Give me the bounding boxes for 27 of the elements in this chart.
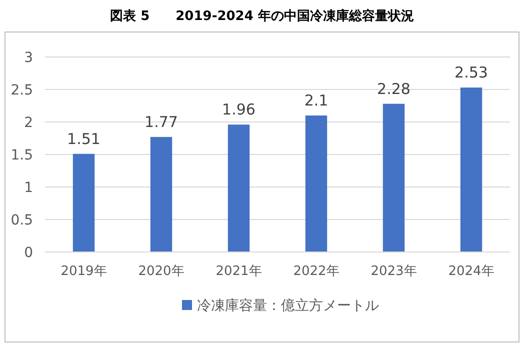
- data-label: 1.77: [144, 112, 178, 131]
- bar: [460, 88, 482, 252]
- y-tick-label: 0: [24, 245, 33, 261]
- bar: [150, 136, 172, 252]
- bar: [228, 124, 250, 252]
- y-tick-label: 2.5: [10, 82, 33, 98]
- chart-title: 図表 5 2019-2024 年の中国冷凍庫総容量状況: [110, 8, 414, 24]
- x-tick-label: 2024年: [448, 264, 494, 279]
- x-tick-label: 2023年: [370, 264, 417, 279]
- x-tick-label: 2022年: [293, 264, 340, 279]
- y-tick-label: 0.5: [10, 212, 33, 228]
- x-tick-label: 2021年: [216, 264, 262, 279]
- data-label: 2.28: [377, 80, 410, 98]
- x-tick-label: 2019年: [60, 264, 107, 279]
- bar: [305, 116, 328, 252]
- y-tick-label: 1: [24, 180, 33, 196]
- y-tick-label: 3: [24, 50, 33, 66]
- data-label: 1.51: [67, 130, 100, 148]
- x-tick-label: 2020年: [138, 264, 184, 279]
- y-tick-label: 2: [24, 115, 33, 131]
- bar: [72, 154, 95, 252]
- data-label: 2.53: [454, 64, 488, 82]
- bar: [382, 104, 405, 252]
- legend-label: 冷凍庫容量：億立方メートル: [197, 298, 379, 314]
- data-label: 2.1: [304, 92, 328, 110]
- y-tick-label: 1.5: [10, 148, 33, 164]
- data-label: 1.96: [222, 100, 256, 119]
